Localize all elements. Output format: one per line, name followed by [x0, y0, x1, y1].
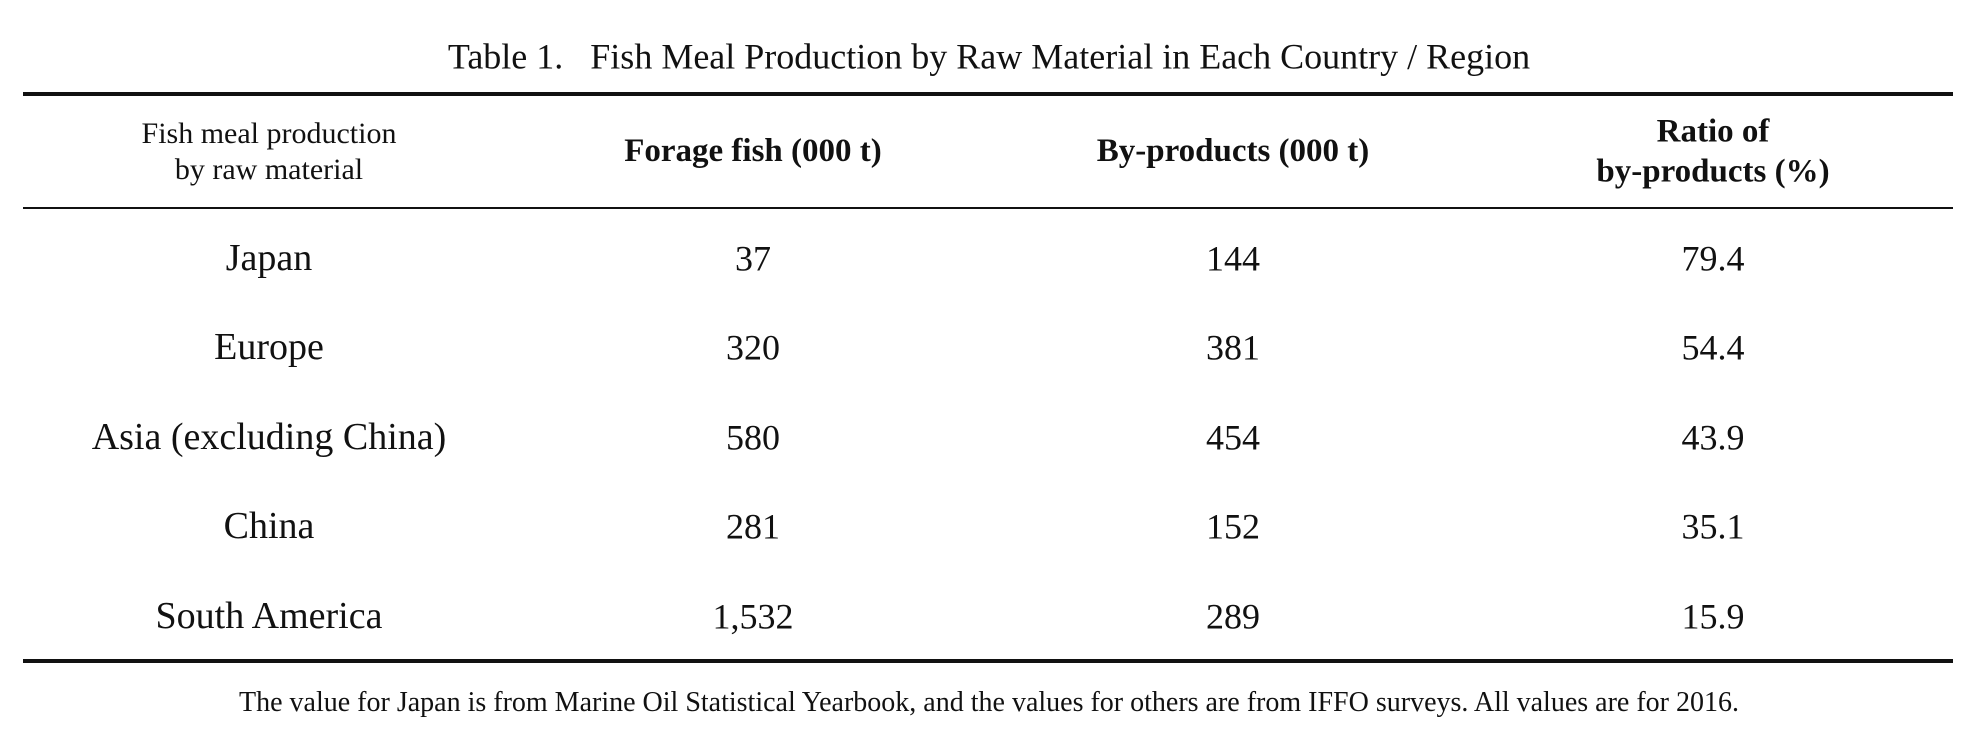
- row-label: Europe: [214, 326, 324, 369]
- row-label: Japan: [225, 237, 313, 280]
- cell: 79.4: [1681, 238, 1745, 279]
- cell: 289: [1206, 596, 1260, 637]
- cell: 281: [726, 506, 780, 547]
- cell: 152: [1206, 506, 1260, 547]
- cell: 43.9: [1681, 417, 1745, 458]
- cell: 54.4: [1681, 327, 1745, 368]
- header-cell: Ratio of by-products (%): [1596, 112, 1829, 191]
- header-line: Fish meal production: [141, 117, 397, 150]
- header-line: by raw material: [174, 153, 364, 186]
- cell: 15.9: [1681, 596, 1745, 637]
- bottom-rule: [23, 659, 1953, 663]
- top-rule: [23, 92, 1953, 96]
- table-title: Table 1. Fish Meal Production by Raw Mat…: [447, 36, 1531, 77]
- cell: 381: [1206, 327, 1260, 368]
- header-cell: By-products (000 t): [1097, 132, 1370, 172]
- cell: 320: [726, 327, 780, 368]
- header-rule: [23, 207, 1953, 209]
- row-label: South America: [155, 595, 383, 638]
- cell: 144: [1206, 238, 1260, 279]
- header-cell: Fish meal production by raw material: [142, 116, 397, 188]
- header-line: by-products (%): [1596, 153, 1830, 189]
- header-line: By-products (000 t): [1096, 133, 1370, 170]
- row-label: China: [223, 505, 315, 548]
- footnote: The value for Japan is from Marine Oil S…: [239, 687, 1739, 719]
- header-line: Forage fish (000 t): [624, 133, 882, 170]
- cell: 1,532: [712, 596, 794, 637]
- cell: 580: [726, 417, 780, 458]
- cell: 454: [1206, 417, 1260, 458]
- header-cell: Forage fish (000 t): [624, 132, 882, 172]
- cell: 35.1: [1681, 506, 1745, 547]
- cell: 37: [735, 238, 771, 279]
- row-label: Asia (excluding China): [91, 416, 447, 459]
- header-line: Ratio of: [1656, 113, 1770, 150]
